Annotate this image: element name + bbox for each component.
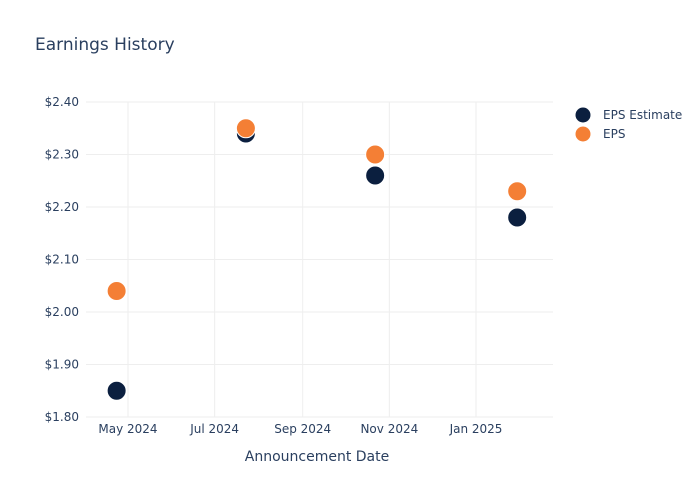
x-tick-label: Jan 2025 [449, 422, 503, 436]
y-tick-label: $1.80 [45, 410, 79, 424]
legend-label: EPS Estimate [603, 108, 682, 122]
series-eps-estimate [106, 123, 528, 401]
legend-marker [575, 126, 591, 142]
series-eps [106, 118, 528, 301]
data-point[interactable] [507, 181, 528, 202]
y-tick-label: $1.90 [45, 358, 79, 372]
x-tick-label: Sep 2024 [274, 422, 331, 436]
y-tick-label: $2.10 [45, 253, 79, 267]
legend-item[interactable]: EPS [575, 126, 626, 142]
y-axis-ticks: $1.80 $1.90 $2.00 $2.10 $2.20 $2.30 $2.40 [45, 95, 79, 424]
y-tick-label: $2.20 [45, 200, 79, 214]
chart-title: Earnings History [35, 35, 175, 55]
x-tick-label: Jul 2024 [189, 422, 239, 436]
data-points [106, 118, 528, 401]
grid-lines [86, 101, 553, 418]
data-point[interactable] [507, 207, 528, 228]
data-point[interactable] [365, 165, 386, 186]
y-tick-label: $2.00 [45, 305, 79, 319]
legend-marker [575, 107, 591, 123]
x-axis-ticks: May 2024 Jul 2024 Sep 2024 Nov 2024 Jan 2025 [98, 422, 502, 436]
legend-label: EPS [603, 127, 625, 141]
y-tick-label: $2.40 [45, 95, 79, 109]
data-point[interactable] [106, 281, 127, 301]
x-tick-label: Nov 2024 [360, 422, 418, 436]
data-point[interactable] [365, 144, 386, 165]
legend[interactable]: EPS Estimate EPS [575, 107, 683, 142]
y-tick-label: $2.30 [45, 148, 79, 162]
data-point[interactable] [235, 118, 256, 139]
x-axis-label: Announcement Date [245, 449, 389, 465]
legend-item[interactable]: EPS Estimate [575, 107, 683, 123]
x-tick-label: May 2024 [98, 422, 157, 436]
data-point[interactable] [106, 380, 127, 401]
